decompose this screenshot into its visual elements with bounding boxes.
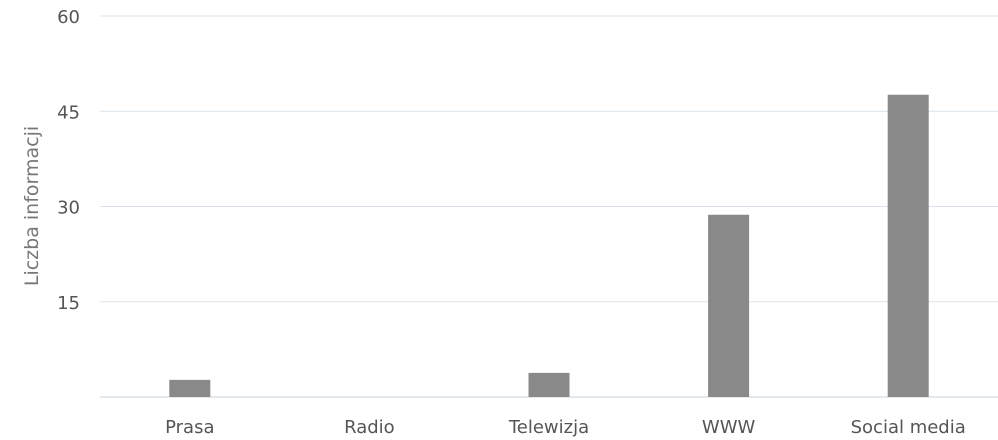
bars xyxy=(169,94,929,398)
bar-telewizja xyxy=(528,372,570,397)
x-axis-ticks: Prasa Radio Telewizja WWW Social media xyxy=(165,417,966,438)
bar-social-media xyxy=(887,94,929,398)
y-tick-label-45: 45 xyxy=(57,102,80,123)
y-tick-label-60: 60 xyxy=(57,7,80,28)
x-tick-label-radio: Radio xyxy=(344,417,395,438)
x-tick-label-prasa: Prasa xyxy=(165,417,214,438)
gridlines xyxy=(100,15,998,303)
y-axis-ticks: 15 30 45 60 xyxy=(57,7,80,314)
bar-prasa xyxy=(169,379,211,397)
y-tick-label-15: 15 xyxy=(57,293,80,314)
bar-www xyxy=(708,214,750,397)
x-tick-label-www: WWW xyxy=(702,417,756,438)
x-tick-label-telewizja: Telewizja xyxy=(508,417,589,438)
y-axis-title: Liczba informacji xyxy=(21,126,43,286)
y-tick-label-30: 30 xyxy=(57,198,80,219)
x-tick-label-social-media: Social media xyxy=(851,417,966,438)
